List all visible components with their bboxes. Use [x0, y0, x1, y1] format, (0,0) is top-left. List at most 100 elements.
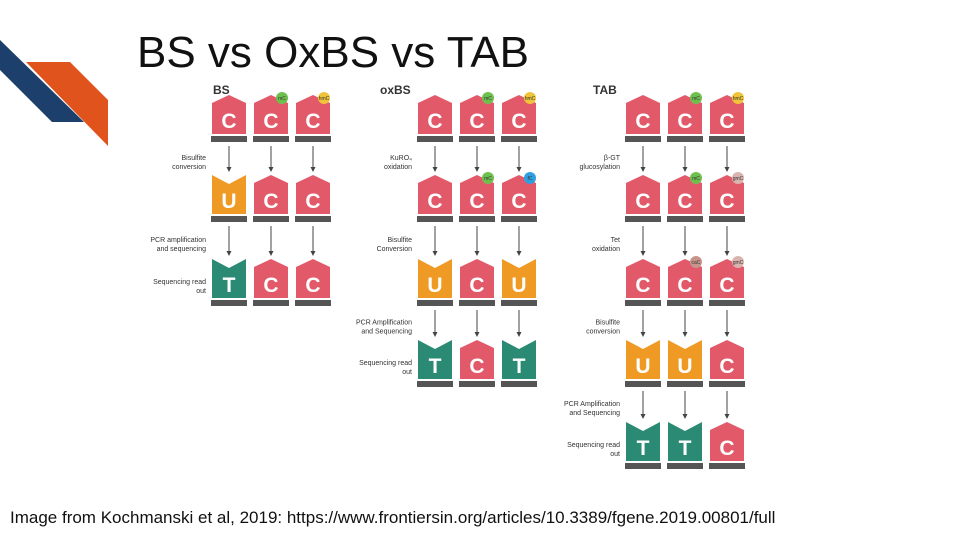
arrow-head	[516, 251, 522, 256]
arrow-head	[226, 251, 232, 256]
step-label: Sequencing read out	[153, 279, 206, 295]
base-letter: T	[223, 274, 236, 297]
arrow-head	[310, 167, 316, 172]
base-u-shape	[668, 340, 702, 379]
base-letter: C	[305, 274, 320, 297]
arrow-head	[474, 251, 480, 256]
arrow-head	[640, 332, 646, 337]
nucleotide: U	[625, 340, 661, 387]
modification-mc	[482, 92, 494, 104]
modification-label: fC	[528, 176, 533, 182]
arrow-head	[682, 332, 688, 337]
backbone	[709, 463, 745, 469]
base-letter: U	[221, 190, 236, 213]
base-t-shape	[212, 259, 246, 298]
step-label: PCR amplification and sequencing	[150, 237, 206, 253]
backbone	[211, 216, 247, 222]
modification-hmc	[318, 92, 330, 104]
base-letter: T	[513, 355, 526, 378]
backbone	[295, 216, 331, 222]
base-c-shape	[626, 95, 660, 134]
nucleotide: T	[211, 259, 247, 306]
base-t-shape	[502, 340, 536, 379]
base-c-shape	[710, 259, 744, 298]
base-c-shape	[296, 175, 330, 214]
arrow-head	[724, 414, 730, 419]
modification-label: mC	[278, 96, 286, 102]
modification-fc	[524, 172, 536, 184]
arrow-head	[682, 167, 688, 172]
backbone	[501, 300, 537, 306]
step-label: PCR Amplification and Sequencing	[356, 320, 412, 336]
base-letter: C	[305, 110, 320, 133]
step-label: Bisulfite Conversion	[377, 237, 413, 253]
backbone	[459, 136, 495, 142]
backbone	[459, 381, 495, 387]
step-label: β-GT glucosylation	[580, 155, 621, 171]
base-letter: U	[427, 274, 442, 297]
base-letter: C	[677, 110, 692, 133]
nucleotide: CmC	[459, 172, 495, 222]
backbone	[709, 136, 745, 142]
modification-label: hmC	[525, 96, 536, 102]
nucleotide: CmC	[253, 92, 289, 142]
arrow-head	[310, 251, 316, 256]
backbone	[459, 216, 495, 222]
base-c-shape	[502, 95, 536, 134]
backbone	[625, 463, 661, 469]
backbone	[667, 463, 703, 469]
backbone	[667, 136, 703, 142]
nucleotide: U	[501, 259, 537, 306]
modification-gmc	[732, 256, 744, 268]
arrow-head	[640, 414, 646, 419]
backbone	[667, 300, 703, 306]
nucleotide: C	[709, 340, 745, 387]
base-t-shape	[626, 422, 660, 461]
backbone	[667, 216, 703, 222]
base-letter: T	[679, 437, 692, 460]
base-letter: C	[263, 274, 278, 297]
arrow-head	[516, 332, 522, 337]
base-letter: C	[719, 190, 734, 213]
base-c-shape	[296, 95, 330, 134]
panel-label: BS	[213, 83, 230, 97]
backbone	[253, 136, 289, 142]
base-c-shape	[212, 95, 246, 134]
modification-label: mC	[484, 176, 492, 182]
nucleotide: C	[625, 95, 661, 142]
backbone	[417, 136, 453, 142]
backbone	[253, 300, 289, 306]
base-c-shape	[460, 340, 494, 379]
base-letter: U	[677, 355, 692, 378]
base-u-shape	[418, 259, 452, 298]
base-letter: C	[677, 274, 692, 297]
arrow-head	[226, 167, 232, 172]
base-u-shape	[212, 175, 246, 214]
modification-hmc	[732, 92, 744, 104]
base-c-shape	[626, 259, 660, 298]
base-letter: C	[677, 190, 692, 213]
step-label: PCR Amplification and Sequencing	[564, 401, 620, 417]
backbone	[709, 300, 745, 306]
base-letter: C	[469, 190, 484, 213]
arrow-head	[724, 251, 730, 256]
base-t-shape	[668, 422, 702, 461]
step-label: Sequencing read out	[359, 360, 412, 376]
nucleotide: T	[667, 422, 703, 469]
arrow-head	[724, 167, 730, 172]
backbone	[709, 381, 745, 387]
modification-mc	[690, 172, 702, 184]
nucleotide: C	[211, 95, 247, 142]
step-label: KuRO₄ oxidation	[384, 155, 412, 171]
arrow-head	[474, 167, 480, 172]
nucleotide: C	[709, 422, 745, 469]
backbone	[667, 381, 703, 387]
arrow-head	[268, 167, 274, 172]
modification-cac	[690, 256, 702, 268]
base-c-shape	[296, 259, 330, 298]
